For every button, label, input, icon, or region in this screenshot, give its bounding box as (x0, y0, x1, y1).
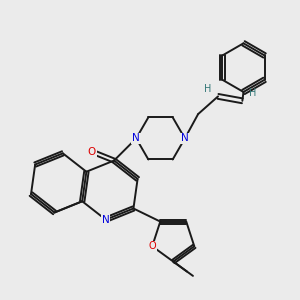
Text: H: H (204, 84, 212, 94)
Text: N: N (181, 134, 189, 143)
Text: O: O (148, 241, 156, 251)
Text: H: H (249, 88, 256, 98)
Text: O: O (88, 147, 96, 157)
Text: N: N (132, 134, 140, 143)
Text: N: N (102, 215, 110, 225)
